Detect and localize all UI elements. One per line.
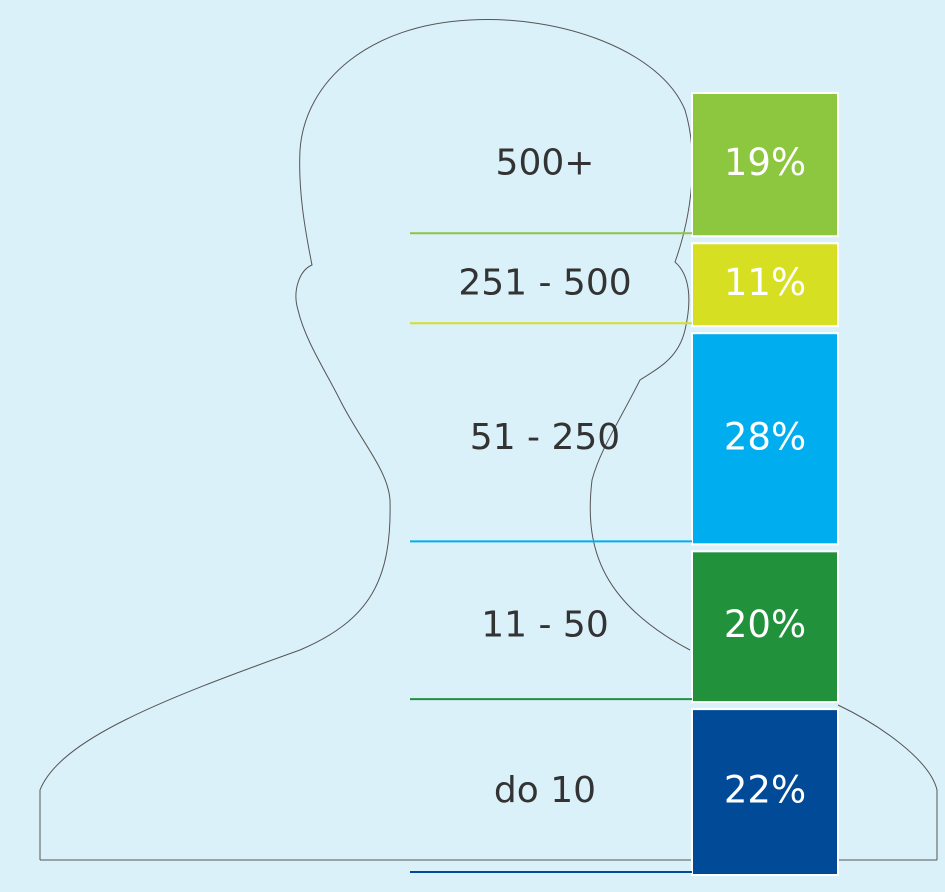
- value-label: 22%: [724, 769, 806, 812]
- segment: [691, 332, 839, 546]
- segment: [691, 242, 839, 328]
- category-label: 11 - 50: [481, 605, 609, 646]
- head-silhouette: [39, 19, 693, 860]
- category-label: 51 - 250: [470, 417, 620, 458]
- category-label: 251 - 500: [458, 263, 631, 304]
- category-label: 500+: [496, 143, 595, 184]
- value-label: 19%: [724, 141, 806, 184]
- segment: [691, 708, 839, 876]
- segment: [691, 92, 839, 238]
- value-label: 20%: [724, 603, 806, 646]
- segment: [691, 550, 839, 704]
- category-label: do 10: [494, 770, 596, 811]
- value-label: 28%: [724, 415, 806, 458]
- shoulder-right: [837, 704, 938, 860]
- value-label: 11%: [724, 261, 806, 304]
